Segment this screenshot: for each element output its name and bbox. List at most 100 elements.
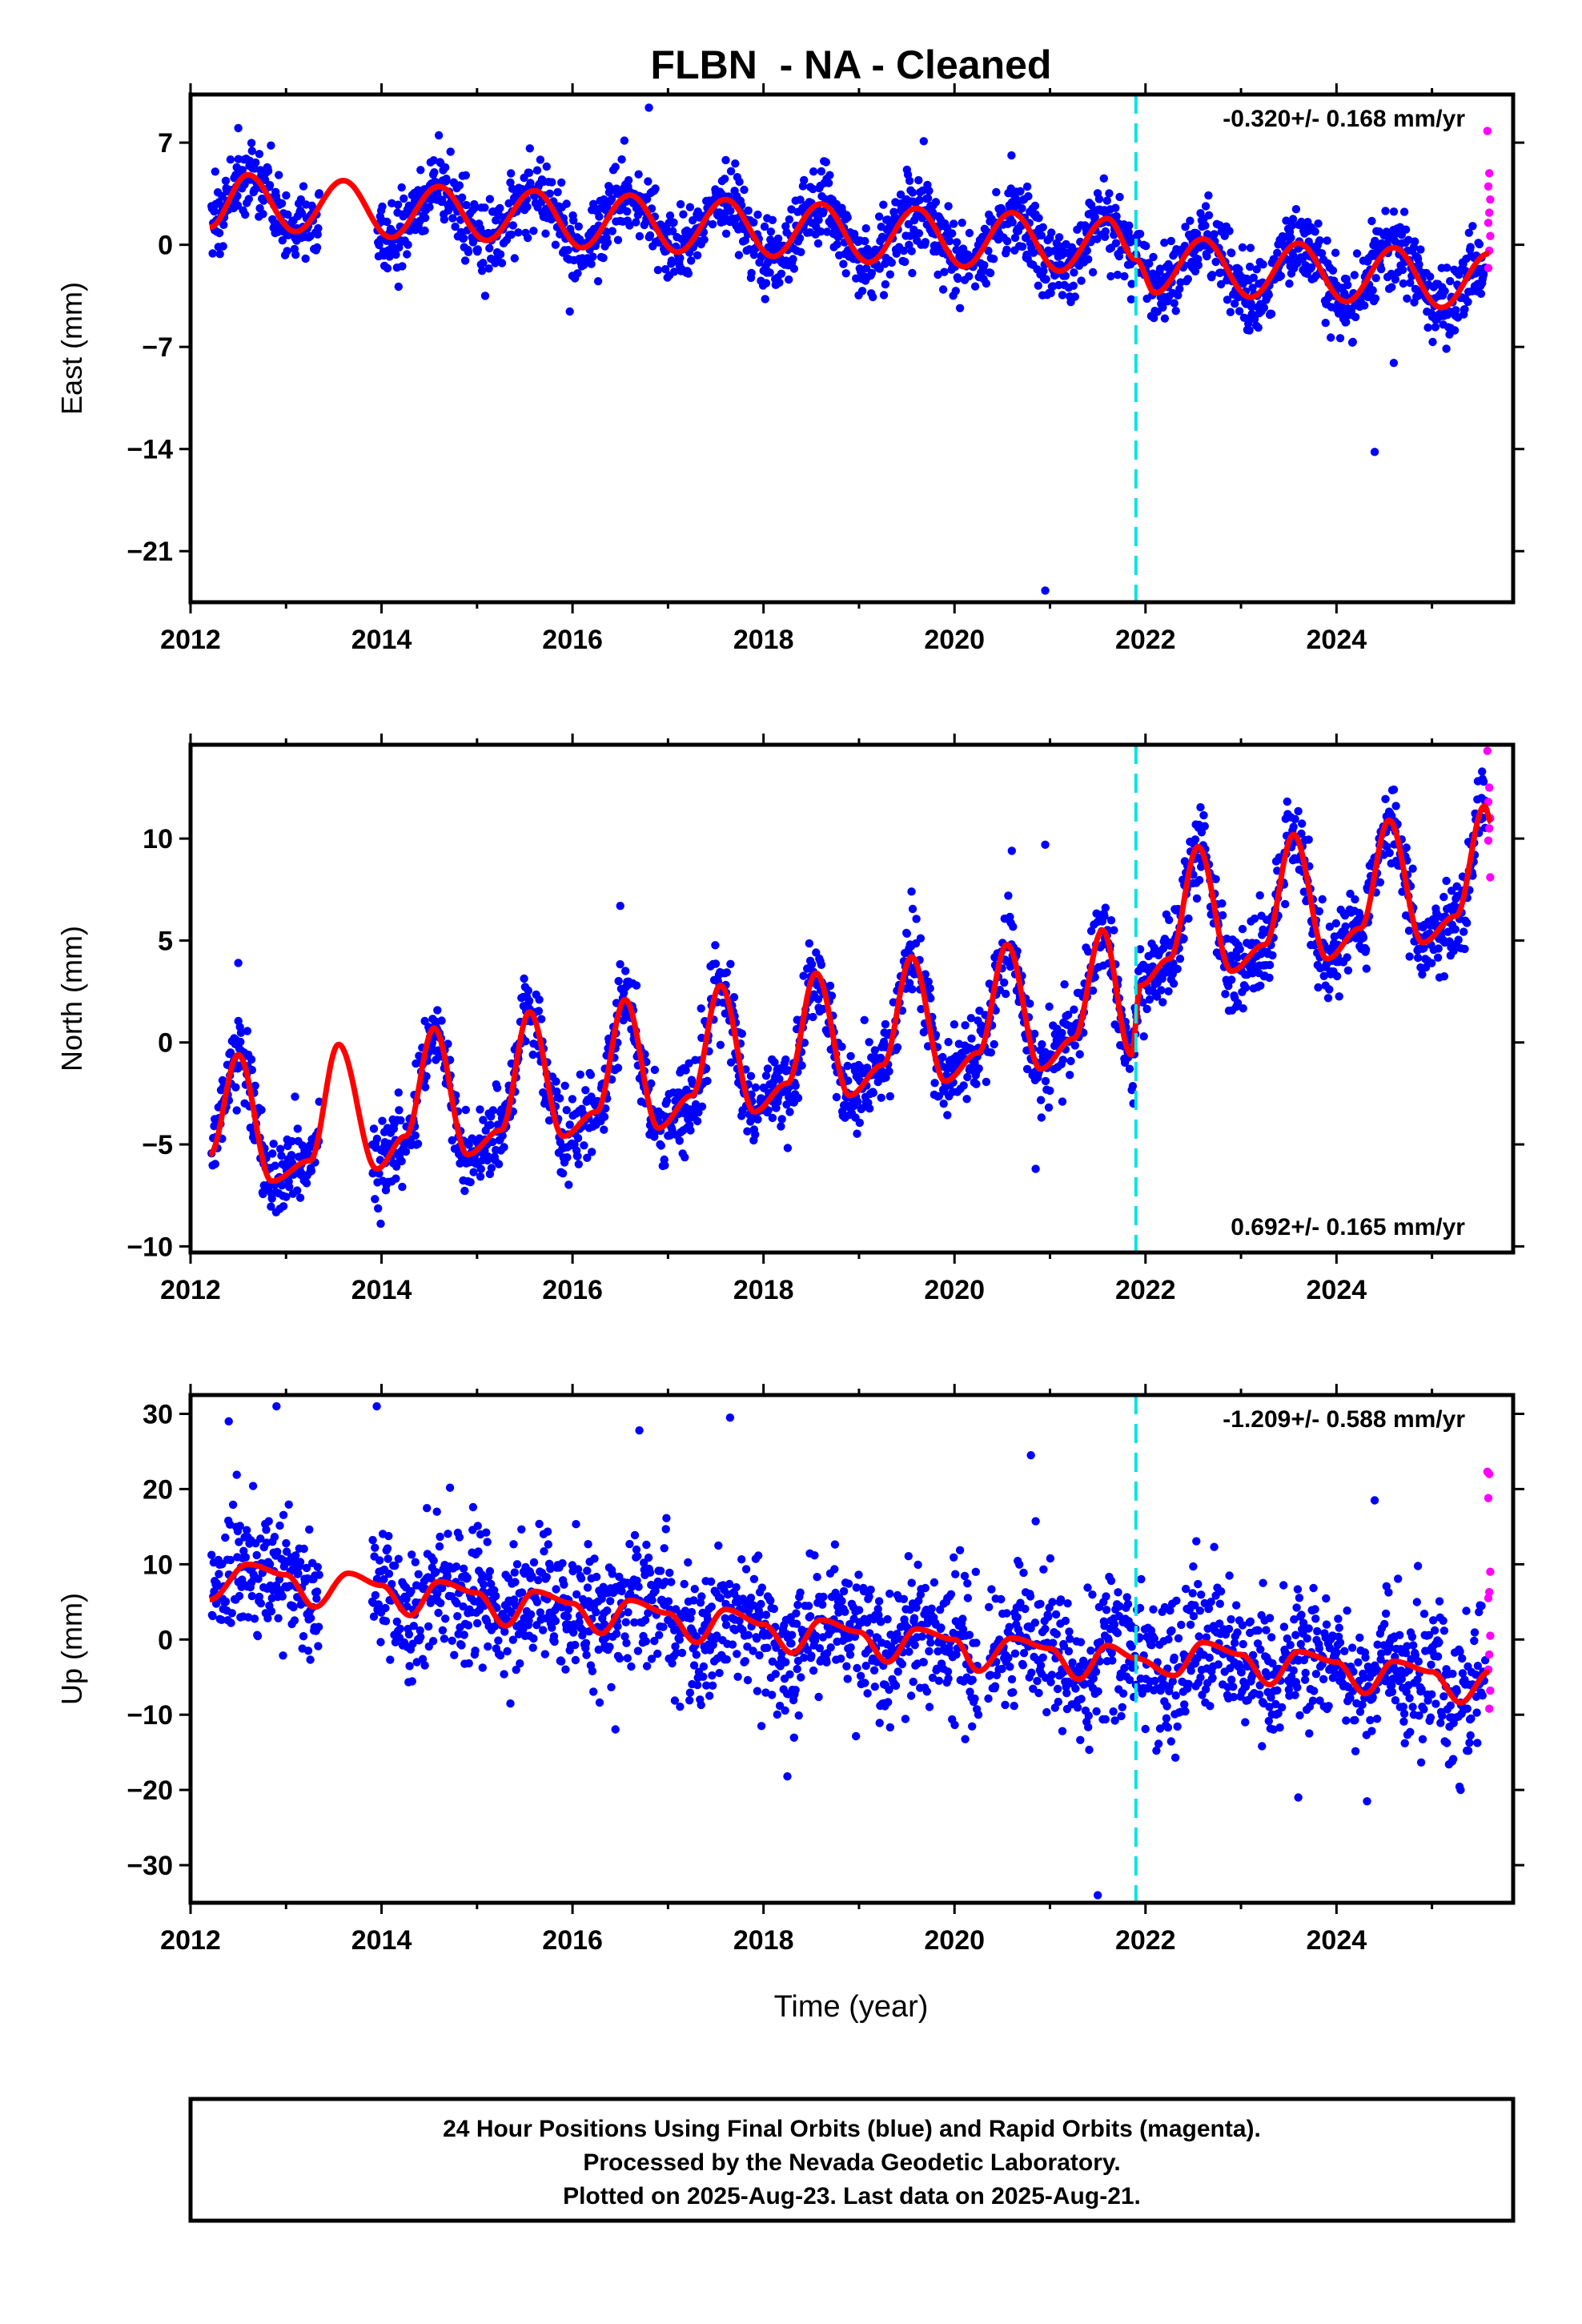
- data-point: [429, 1556, 438, 1565]
- rapid-point: [1484, 182, 1493, 191]
- data-point: [428, 1637, 438, 1646]
- data-point: [1343, 966, 1353, 975]
- data-point: [253, 1631, 263, 1641]
- data-point: [1045, 1002, 1054, 1011]
- data-point: [1018, 204, 1026, 213]
- data-point: [244, 1613, 253, 1622]
- data-point: [1161, 968, 1170, 977]
- data-point: [870, 1046, 880, 1055]
- data-point: [1321, 319, 1330, 328]
- data-point: [751, 1083, 761, 1092]
- data-point: [1024, 191, 1033, 201]
- data-point: [302, 1179, 311, 1188]
- data-point: [1022, 1064, 1032, 1074]
- data-point: [1111, 239, 1121, 247]
- data-point: [535, 995, 544, 1004]
- data-point: [887, 258, 897, 267]
- data-point: [1120, 271, 1129, 281]
- data-point: [551, 1616, 560, 1626]
- data-point: [584, 1540, 592, 1549]
- data-point: [665, 211, 675, 220]
- data-point: [455, 181, 464, 190]
- data-point: [1058, 1055, 1067, 1064]
- data-point: [243, 1027, 252, 1035]
- data-point: [1022, 182, 1032, 191]
- data-point: [464, 1659, 473, 1668]
- data-point: [395, 1106, 404, 1115]
- data-point: [617, 155, 626, 164]
- data-point: [500, 1143, 508, 1152]
- data-point: [825, 981, 835, 991]
- data-point: [550, 1637, 559, 1647]
- data-point: [277, 199, 287, 208]
- data-point: [919, 137, 929, 146]
- data-point: [1099, 174, 1109, 183]
- data-point: [1061, 271, 1070, 280]
- data-point: [1181, 223, 1190, 231]
- data-point: [785, 275, 793, 284]
- rapid-point: [1484, 169, 1494, 178]
- data-point: [289, 1602, 298, 1612]
- data-point: [982, 279, 991, 288]
- data-point: [1359, 933, 1368, 943]
- data-point: [572, 1520, 580, 1529]
- data-point: [908, 904, 917, 914]
- data-point: [661, 1525, 670, 1534]
- x-tick-label: 2018: [733, 625, 794, 655]
- data-point: [247, 1065, 256, 1075]
- data-point: [512, 1560, 522, 1569]
- data-point: [464, 1140, 473, 1149]
- data-point: [282, 191, 291, 200]
- data-point: [1314, 219, 1323, 228]
- rapid-point: [1484, 219, 1493, 227]
- data-point: [574, 222, 583, 231]
- data-point: [825, 171, 834, 179]
- data-point: [290, 1558, 299, 1566]
- data-point: [1428, 337, 1437, 347]
- data-point: [392, 1617, 401, 1626]
- outlier-point: [234, 959, 243, 967]
- data-point: [520, 974, 528, 983]
- data-point: [277, 1181, 287, 1190]
- data-point: [1331, 248, 1340, 257]
- data-point: [250, 1614, 259, 1623]
- data-point: [273, 1547, 282, 1557]
- data-point: [1029, 248, 1038, 257]
- data-point: [464, 247, 473, 256]
- data-point: [270, 1533, 279, 1542]
- data-point: [934, 270, 942, 279]
- data-point: [268, 1149, 277, 1158]
- data-point: [721, 1009, 729, 1018]
- data-point: [1165, 915, 1174, 925]
- data-point: [1082, 246, 1092, 255]
- data-point: [1259, 260, 1267, 269]
- data-point: [832, 1092, 841, 1102]
- data-point: [1231, 300, 1239, 308]
- y-tick-label: −7: [142, 332, 173, 363]
- data-point: [448, 1636, 456, 1645]
- data-point: [697, 1700, 705, 1710]
- data-point: [263, 167, 273, 175]
- x-tick-label: 2014: [351, 1275, 412, 1305]
- data-point: [236, 1028, 246, 1037]
- data-point: [687, 1607, 697, 1617]
- data-point: [1215, 221, 1225, 230]
- data-point: [677, 1648, 687, 1658]
- x-tick-label: 2022: [1115, 625, 1176, 655]
- data-point: [545, 189, 554, 198]
- data-point: [1360, 301, 1369, 310]
- data-point: [521, 1037, 530, 1046]
- data-point: [381, 1603, 390, 1613]
- data-point: [1449, 947, 1458, 955]
- data-point: [556, 1138, 564, 1147]
- data-point: [544, 1540, 552, 1549]
- data-point: [251, 1081, 259, 1091]
- data-point: [476, 1172, 485, 1181]
- data-point: [1287, 221, 1296, 230]
- data-point: [1191, 835, 1200, 844]
- data-point: [775, 278, 784, 287]
- data-point: [510, 1568, 519, 1577]
- data-point: [593, 277, 603, 286]
